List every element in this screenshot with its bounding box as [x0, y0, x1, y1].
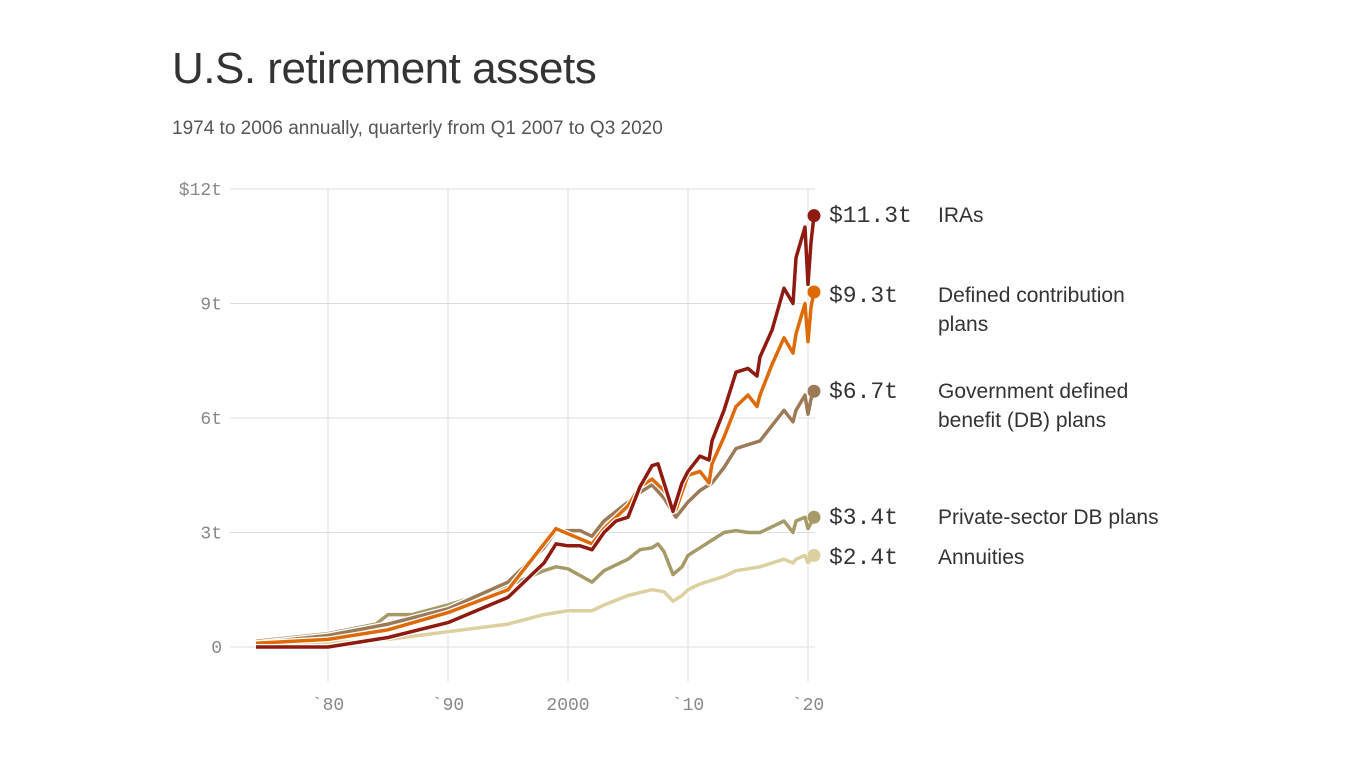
y-tick-label: 3t — [200, 524, 222, 544]
y-tick-label: $12t — [179, 181, 222, 201]
series-end-dot — [807, 285, 821, 299]
x-tick-label: `90 — [432, 696, 464, 716]
series-label: Government defined — [938, 380, 1128, 403]
series-line-private-sector-db-plans — [255, 515, 816, 644]
series-label: Defined contribution — [938, 284, 1125, 307]
series-label: IRAs — [938, 204, 984, 227]
series-line-defined-contribution-plans — [255, 291, 816, 645]
x-tick-label: `80 — [312, 696, 344, 716]
series-line-annuities — [255, 553, 816, 647]
chart-subtitle: 1974 to 2006 annually, quarterly from Q1… — [172, 118, 663, 139]
series-end-value: $2.4t — [829, 545, 898, 571]
x-tick-label: `20 — [792, 696, 824, 716]
series-label: benefit (DB) plans — [938, 409, 1106, 432]
x-tick-label: `10 — [672, 696, 704, 716]
series-end-dot — [807, 384, 821, 398]
series-line-outline — [255, 291, 817, 647]
x-tick-label: 2000 — [546, 696, 589, 716]
series-end-dot — [807, 209, 821, 223]
series-end-value: $9.3t — [829, 283, 898, 309]
series-label: plans — [938, 313, 988, 336]
y-tick-label: 9t — [200, 295, 222, 315]
y-tick-label: 6t — [200, 410, 222, 430]
series-line-outline — [255, 514, 817, 645]
series-line-outline — [256, 215, 817, 650]
series-label: Annuities — [938, 546, 1024, 569]
series-end-value: $3.4t — [829, 505, 898, 531]
y-tick-label: 0 — [211, 639, 222, 659]
series-end-dot — [807, 548, 821, 562]
series-end-dot — [807, 510, 821, 524]
series-line-iras — [256, 215, 816, 649]
series-end-value: $6.7t — [829, 379, 898, 405]
series-end-value: $11.3t — [829, 203, 912, 229]
chart-title: U.S. retirement assets — [172, 44, 597, 93]
series-label: Private-sector DB plans — [938, 506, 1159, 529]
